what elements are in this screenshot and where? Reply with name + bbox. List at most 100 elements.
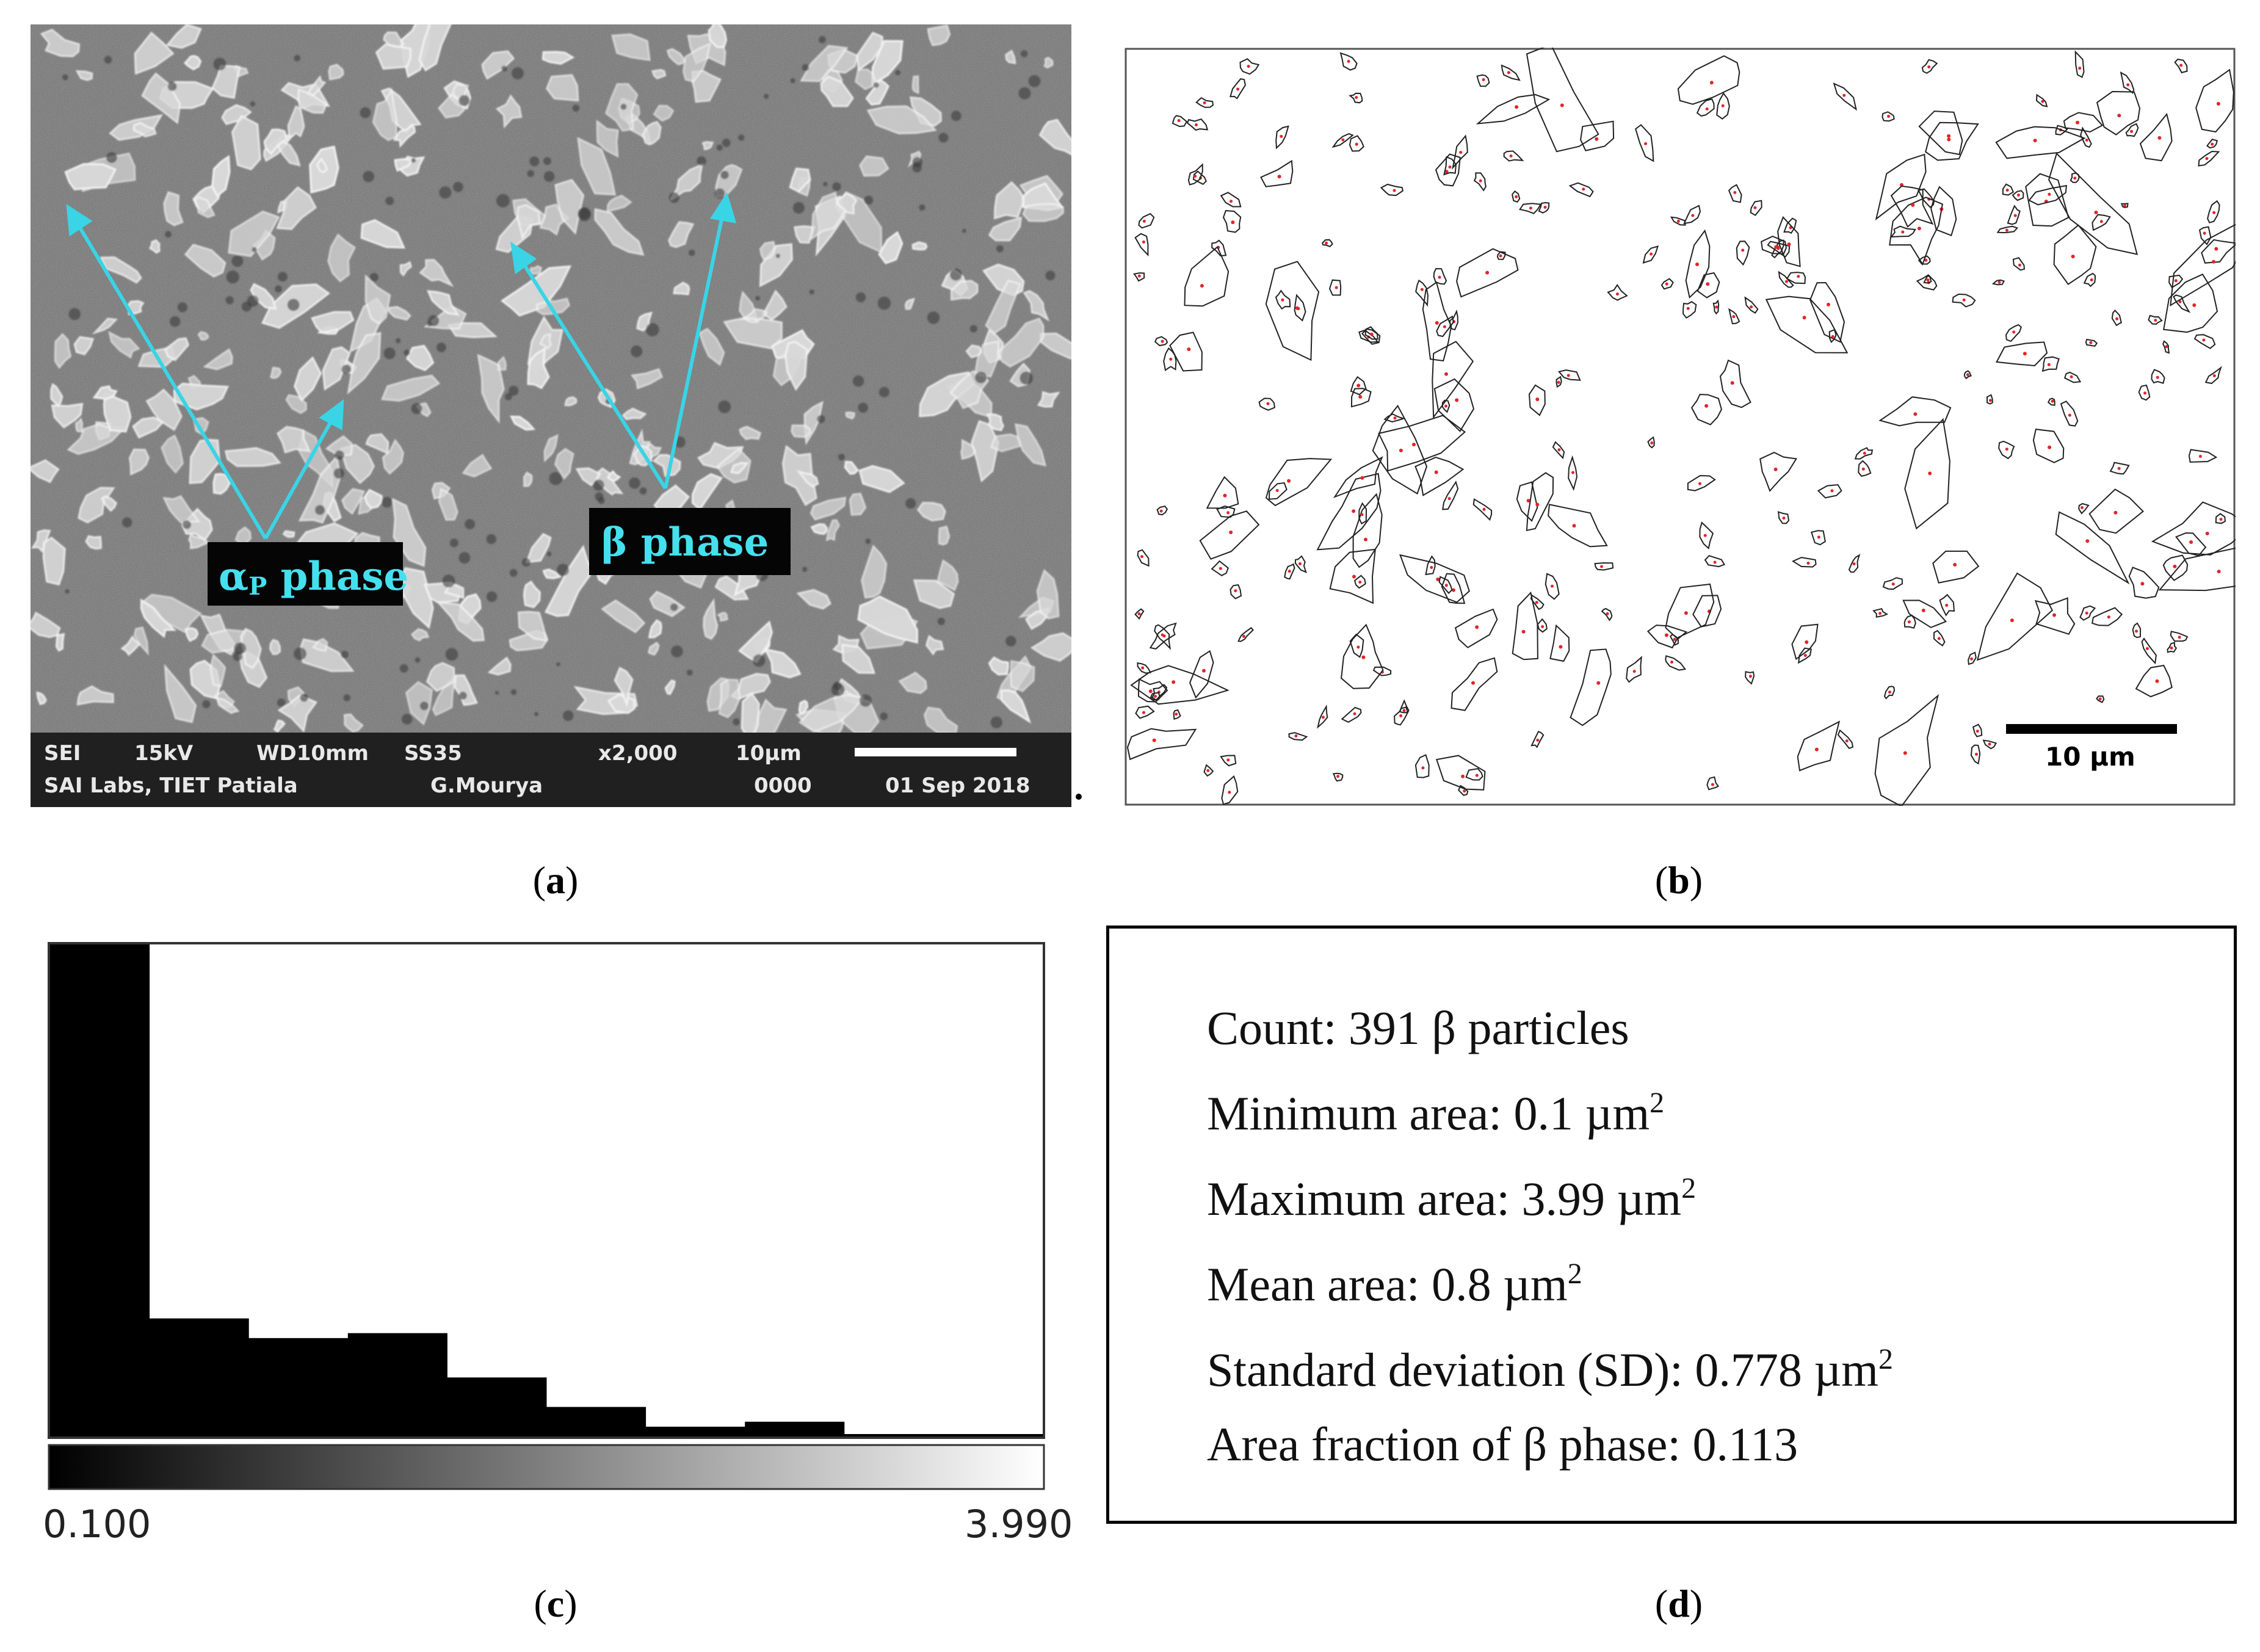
particle-outline: [2111, 309, 2122, 327]
sem-particle: [75, 70, 93, 81]
sem-dark-spot: [442, 574, 455, 588]
sem-particle: [393, 124, 416, 148]
sem-particle: [1000, 689, 1032, 724]
sem-particle: [606, 194, 632, 212]
particle-id-mark: [1559, 645, 1563, 649]
particle-id-mark: [1529, 206, 1532, 210]
particle-outline: [1443, 156, 1457, 176]
sem-particle: [372, 87, 397, 142]
sem-particle: [865, 79, 890, 106]
sem-particle: [810, 523, 828, 535]
particle-outline: [1138, 212, 1155, 229]
sem-particle: [594, 208, 645, 256]
sem-particle: [228, 210, 280, 258]
sem-dark-spot: [277, 698, 286, 707]
particle-id-mark: [2033, 139, 2037, 143]
sem-dark-spot: [106, 152, 117, 164]
particle-id-mark: [2115, 317, 2119, 321]
particle-outline: [1570, 648, 1612, 726]
sem-particle: [165, 24, 202, 49]
sem-particle: [606, 469, 621, 482]
particle-id-mark: [1797, 275, 1800, 278]
sem-dark-spot: [183, 520, 191, 529]
particle-id-mark: [1297, 307, 1300, 311]
particle-outline: [1568, 455, 1578, 491]
particle-id-mark: [2089, 341, 2093, 344]
particle-id-mark: [1226, 758, 1230, 762]
sem-particle: [698, 327, 725, 366]
sem-dark-spot: [363, 170, 374, 183]
sem-particle: [194, 196, 215, 219]
particle-outline: [1154, 336, 1168, 347]
sem-particle: [405, 681, 433, 726]
particle-id-mark: [1695, 263, 1699, 266]
particle-outline: [2083, 272, 2096, 288]
particle-outline: [1328, 279, 1342, 296]
particle-outline: [1925, 121, 1979, 161]
sem-footer-text: WD10mm: [256, 741, 369, 766]
particle-outline: [1496, 251, 1506, 260]
particle-id-mark: [1142, 219, 1146, 223]
particle-id-mark: [1632, 670, 1636, 673]
sem-particle: [527, 347, 550, 389]
particle-outline: [1341, 706, 1362, 723]
particle-outline: [1361, 328, 1381, 345]
particle-id-mark: [1475, 625, 1479, 629]
particle-id-mark: [1141, 666, 1145, 670]
particle-id-mark: [2212, 374, 2216, 377]
particle-id-mark: [1802, 316, 1806, 320]
particle-id-mark: [1281, 298, 1284, 302]
particle-outline: [1436, 315, 1454, 338]
sem-particle: [601, 600, 646, 634]
particle-id-mark: [1202, 668, 1206, 673]
particle-id-mark: [1482, 507, 1486, 511]
particle-id-mark: [2023, 352, 2027, 356]
sem-dark-spot: [294, 647, 306, 661]
particle-outline: [1889, 197, 1944, 266]
sem-particle: [664, 679, 676, 695]
sem-particle: [739, 308, 768, 322]
sem-dark-spot: [853, 375, 864, 387]
sem-particle: [916, 501, 946, 522]
sem-dark-spot: [333, 468, 344, 479]
particle-outline: [1995, 126, 2086, 159]
particle-id-mark: [1571, 471, 1574, 474]
particle-id-mark: [2005, 228, 2008, 232]
particle-outline: [1692, 595, 1722, 628]
sem-particle: [188, 533, 210, 549]
sem-dark-spot: [546, 551, 552, 557]
particle-id-mark: [1926, 278, 1930, 282]
particle-outline: [1712, 299, 1720, 315]
particle-id-mark: [1434, 470, 1438, 474]
particle-outline: [1268, 482, 1288, 500]
particle-id-mark: [1888, 690, 1891, 694]
sem-particle: [539, 203, 570, 236]
particle-outline: [2188, 449, 2218, 463]
particle-outline: [2173, 294, 2191, 313]
particle-id-mark: [2173, 564, 2177, 568]
particle-id-mark: [1247, 65, 1250, 68]
particle-id-mark: [1448, 165, 1452, 169]
sem-particle: [845, 411, 855, 420]
particle-id-mark: [1686, 306, 1690, 310]
stat-max-area: Maximum area: 3.99 µm2: [1207, 1172, 1697, 1225]
sem-dark-spot: [534, 712, 538, 716]
particle-outline: [1982, 739, 1997, 750]
particle-id-mark: [1615, 292, 1619, 296]
particle-outline: [1425, 555, 1436, 576]
histogram-bar: [149, 1318, 249, 1436]
particle-id-mark: [1459, 151, 1463, 154]
sem-particle: [810, 191, 847, 241]
particle-outline: [2125, 123, 2139, 137]
sem-particle: [691, 473, 723, 511]
sem-particle: [397, 567, 434, 629]
sem-particle: [406, 344, 435, 371]
sem-particle: [128, 448, 150, 476]
sem-particle: [410, 628, 430, 642]
sem-dark-spot: [62, 74, 68, 81]
particle-outline: [1192, 170, 1207, 186]
particle-id-mark: [1975, 753, 1978, 756]
sem-dark-spot: [962, 228, 966, 233]
sem-particle: [1023, 290, 1050, 322]
particle-outline: [1626, 656, 1642, 683]
